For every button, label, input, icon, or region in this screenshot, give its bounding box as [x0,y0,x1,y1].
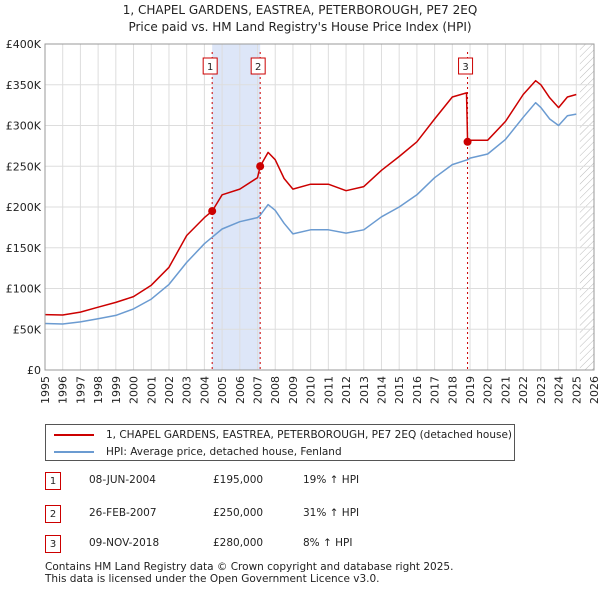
sale-date: 08-JUN-2004 [89,474,156,486]
y-tick-label: £50K [13,323,42,336]
x-tick-label: 2011 [322,376,335,404]
sale-point [463,137,472,146]
x-tick-label: 2022 [517,376,530,404]
x-tick-label: 2004 [198,376,211,404]
x-tick-label: 2009 [287,376,300,404]
plot-border [44,43,595,371]
x-tick-label: 2020 [482,376,495,404]
sale-date: 26-FEB-2007 [89,507,157,519]
legend-swatch-property [54,434,94,436]
footer-license: This data is licensed under the Open Gov… [45,573,380,585]
sale-badge: 3 [45,535,61,553]
series-line-property [44,79,577,316]
sale-number-box [458,57,474,75]
legend-swatch-hpi [54,451,94,453]
x-tick-label: 2016 [411,376,424,404]
x-tick-label: 2018 [446,376,459,404]
x-tick-label: 2012 [340,376,353,404]
sale-number-label: 3 [462,62,468,73]
legend-label-property: 1, CHAPEL GARDENS, EASTREA, PETERBOROUGH… [106,429,513,441]
x-tick-label: 2007 [252,376,265,404]
x-tick-label: 2024 [553,376,566,404]
x-tick-label: 2006 [234,376,247,404]
sale-number-box [202,57,218,75]
y-tick-label: £400K [6,38,42,51]
x-tick-label: 2026 [588,376,600,404]
y-tick-label: £150K [6,242,42,255]
chart-title: 1, CHAPEL GARDENS, EASTREA, PETERBOROUGH… [122,3,478,17]
sale-price: £250,000 [213,507,264,519]
table-row: 2 26-FEB-2007 £250,000 31% ↑ HPI [45,505,585,523]
y-tick-label: £250K [6,160,42,173]
legend-item-property: 1, CHAPEL GARDENS, EASTREA, PETERBOROUGH… [54,427,512,443]
x-tick-label: 2008 [269,376,282,404]
x-tick-label: 2015 [393,376,406,404]
table-row: 3 09-NOV-2018 £280,000 8% ↑ HPI [45,535,585,553]
legend: 1, CHAPEL GARDENS, EASTREA, PETERBOROUGH… [45,424,515,461]
x-tick-label: 2000 [128,376,141,404]
x-tick-label: 2005 [216,376,229,404]
sale-price: £195,000 [213,474,264,486]
x-tick-label: 2023 [535,376,548,404]
legend-label-hpi: HPI: Average price, detached house, Fenl… [106,446,342,458]
sale-number-label: 1 [207,62,213,73]
sale-date: 09-NOV-2018 [89,537,160,549]
chart-subtitle: Price paid vs. HM Land Registry's House … [128,20,472,34]
x-tick-label: 2010 [305,376,318,404]
sale-price: £280,000 [213,537,264,549]
sale-badge: 1 [45,472,61,490]
sale-point [208,207,217,216]
y-tick-label: £100K [6,283,42,296]
x-tick-label: 2021 [499,376,512,404]
y-tick-label: £350K [6,79,42,92]
legend-item-hpi: HPI: Average price, detached house, Fenl… [54,444,342,460]
sale-point [256,162,265,171]
x-tick-label: 2019 [464,376,477,404]
x-tick-label: 2025 [570,376,583,404]
table-row: 1 08-JUN-2004 £195,000 19% ↑ HPI [45,472,585,490]
x-tick-label: 1996 [57,376,70,404]
x-tick-label: 2014 [375,376,388,404]
sale-hpi-change: 31% ↑ HPI [303,507,360,519]
footer-copyright: Contains HM Land Registry data © Crown c… [45,561,454,573]
x-tick-label: 2001 [145,376,158,404]
sale-number-box [250,57,266,75]
x-tick-label: 1999 [110,376,123,404]
x-tick-label: 1998 [92,376,105,404]
sale-hpi-change: 19% ↑ HPI [303,474,360,486]
x-tick-label: 2003 [181,376,194,404]
x-tick-label: 1997 [74,376,87,404]
x-tick-label: 1995 [39,376,52,404]
sale-hpi-change: 8% ↑ HPI [303,537,353,549]
sale-badge: 2 [45,505,61,523]
x-tick-label: 2013 [358,376,371,404]
x-tick-label: 2002 [163,376,176,404]
price-chart: £0 £50K £100K £150K £200K £250K £300K £350K £400… [6,38,600,404]
y-tick-label: £200K [6,201,42,214]
series-line-hpi [44,101,577,325]
x-tick-label: 2017 [429,376,442,404]
sale-number-label: 2 [255,62,261,73]
y-tick-label: £0 [27,364,41,377]
y-tick-label: £300K [6,120,42,133]
